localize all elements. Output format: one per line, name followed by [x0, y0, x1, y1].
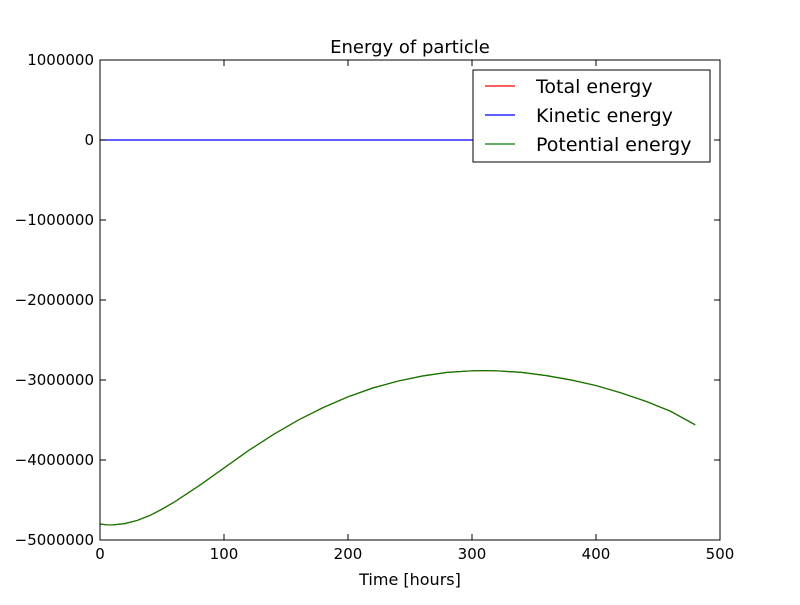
y-tick-label: 1000000	[27, 51, 94, 69]
y-tick-label: −1000000	[15, 211, 94, 229]
x-axis-label: Time [hours]	[358, 570, 461, 589]
x-tick-label: 300	[458, 545, 487, 563]
series-line-2	[99, 369, 696, 526]
x-tick-label: 400	[582, 545, 611, 563]
x-tick-label: 0	[95, 545, 105, 563]
legend-label-2: Potential energy	[536, 134, 691, 156]
x-tick-label: 200	[334, 545, 363, 563]
tick-layer: 0 100 200 300 400 500 1000000 0 −1000000 −2000000…	[15, 51, 735, 563]
legend: Total energy Kinetic energy Potential ener…	[472, 69, 711, 163]
x-tick-label: 100	[210, 545, 239, 563]
y-tick-label: −4000000	[15, 451, 94, 469]
y-tick-label: 0	[84, 131, 94, 149]
y-tick-label: −2000000	[15, 291, 94, 309]
legend-label-0: Total energy	[535, 76, 653, 98]
y-tick-label: −5000000	[15, 531, 94, 549]
legend-label-1: Kinetic energy	[536, 105, 673, 127]
legend-box	[472, 69, 711, 163]
chart-title: Energy of particle	[330, 37, 490, 58]
y-tick-label: −3000000	[15, 371, 94, 389]
x-tick-label: 500	[706, 545, 735, 563]
